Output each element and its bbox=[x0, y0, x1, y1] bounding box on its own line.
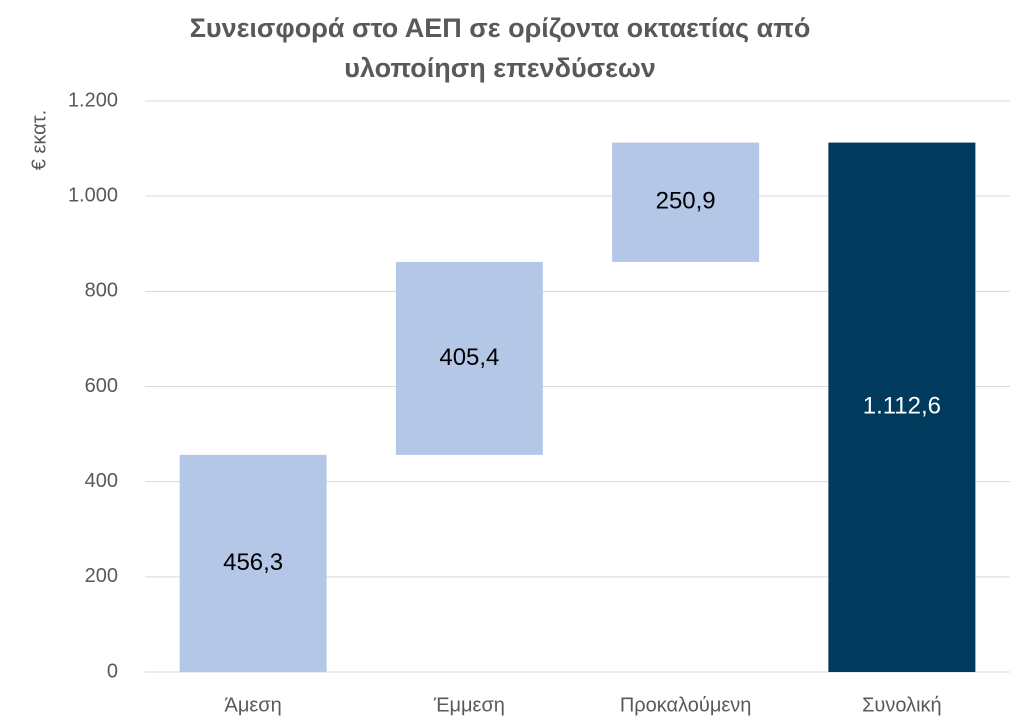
bar bbox=[179, 454, 327, 672]
bar bbox=[612, 142, 760, 262]
y-tick-label: 1.200 bbox=[68, 89, 118, 111]
data-label: 1.112,6 bbox=[863, 393, 941, 420]
data-label: 456,3 bbox=[223, 549, 283, 576]
data-label: 405,4 bbox=[439, 344, 499, 371]
chart-title: υλοποίηση επενδύσεων bbox=[344, 53, 656, 83]
chart-title: Συνεισφορά στο ΑΕΠ σε ορίζοντα οκταετίας… bbox=[190, 13, 811, 43]
x-tick-label: Προκαλούμενη bbox=[620, 694, 752, 716]
bar bbox=[395, 261, 543, 455]
bar bbox=[828, 142, 976, 672]
y-tick-label: 800 bbox=[85, 280, 118, 302]
data-label: 250,9 bbox=[656, 188, 716, 215]
y-tick-label: 1.000 bbox=[68, 184, 118, 206]
y-tick-label: 0 bbox=[107, 660, 118, 682]
y-tick-label: 400 bbox=[85, 470, 118, 492]
x-tick-label: Άμεση bbox=[224, 694, 281, 716]
x-tick-label: Έμμεση bbox=[433, 694, 505, 716]
y-tick-label: 200 bbox=[85, 565, 118, 587]
x-tick-label: Συνολική bbox=[862, 694, 942, 716]
y-tick-label: 600 bbox=[85, 375, 118, 397]
y-axis-label: € εκατ. bbox=[28, 110, 50, 170]
